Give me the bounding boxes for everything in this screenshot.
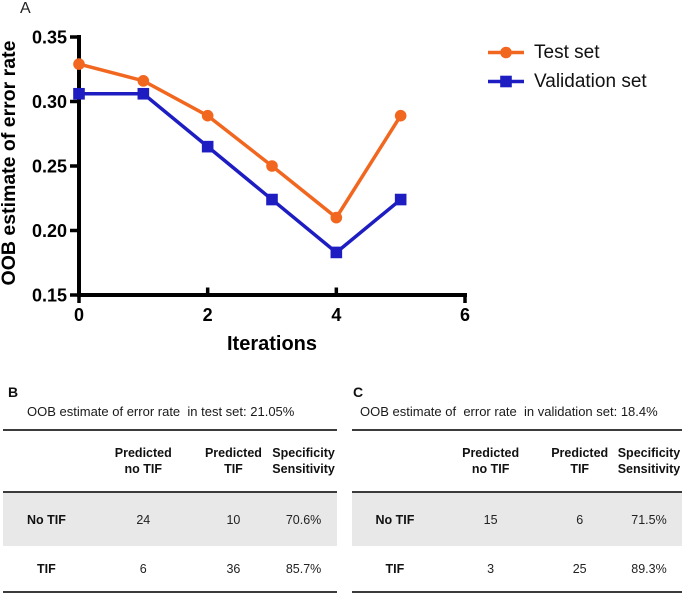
cell-value: 6 bbox=[576, 512, 584, 527]
cell-value: 10 bbox=[226, 512, 241, 527]
cell-value: 36 bbox=[226, 561, 241, 576]
panel-c-letter: C bbox=[353, 384, 364, 400]
svg-text:Iterations: Iterations bbox=[227, 333, 317, 355]
svg-text:0: 0 bbox=[74, 305, 84, 325]
panel-b-letter: B bbox=[8, 384, 19, 400]
table-header-row: Predicted no TIF Predicted TIF Specifici… bbox=[3, 431, 337, 493]
legend-label-test-set: Test set bbox=[534, 42, 600, 63]
cell-value: 25 bbox=[572, 561, 587, 576]
validation-set-square-marker-icon bbox=[488, 75, 524, 88]
svg-text:6: 6 bbox=[460, 305, 470, 325]
table-header-row: Predicted no TIF Predicted TIF Specifici… bbox=[352, 431, 682, 493]
cell-value: 3 bbox=[487, 561, 495, 576]
header-empty-cell bbox=[352, 431, 438, 491]
test-set-circle-marker-icon bbox=[488, 46, 524, 59]
panel-c-title: OOB estimate of error rate in validation… bbox=[360, 404, 658, 419]
cell-value: 70.6% bbox=[285, 512, 322, 527]
header-specificity-sensitivity: Specificity Sensitivity bbox=[270, 431, 337, 491]
cell-value: 6 bbox=[139, 561, 147, 576]
cell-value: 85.7% bbox=[285, 561, 322, 576]
test-set-confusion-table: Predicted no TIF Predicted TIF Specifici… bbox=[3, 429, 337, 593]
svg-text:OOB estimate of error rate: OOB estimate of error rate bbox=[0, 40, 20, 285]
svg-text:4: 4 bbox=[331, 305, 341, 325]
header-line: Sensitivity bbox=[272, 462, 335, 476]
svg-text:0.25: 0.25 bbox=[32, 157, 67, 177]
header-line: no TIF bbox=[471, 462, 510, 476]
table-row-no-tif: No TIF 24 10 70.6% bbox=[3, 493, 337, 546]
svg-text:0.30: 0.30 bbox=[32, 92, 67, 112]
chart-legend: Test set Validation set bbox=[487, 42, 647, 92]
legend-item-test-set: Test set bbox=[487, 42, 647, 63]
legend-item-validation-set: Validation set bbox=[487, 71, 647, 92]
cell-value: 24 bbox=[136, 512, 151, 527]
header-line: Predicted bbox=[204, 445, 262, 460]
table-row-tif: TIF 6 36 85.7% bbox=[3, 546, 337, 591]
svg-text:0.15: 0.15 bbox=[32, 286, 67, 306]
panel-a-letter: A bbox=[20, 0, 31, 17]
header-empty-cell bbox=[3, 431, 90, 491]
header-predicted-no-tif: Predicted no TIF bbox=[438, 431, 544, 491]
svg-text:0.20: 0.20 bbox=[32, 221, 67, 241]
header-line: Sensitivity bbox=[617, 462, 681, 476]
cell-value: 89.3% bbox=[631, 561, 667, 576]
cell-value: 15 bbox=[483, 512, 498, 527]
header-predicted-no-tif: Predicted no TIF bbox=[90, 431, 197, 491]
cell-value: 71.5% bbox=[631, 512, 667, 527]
header-line: Predicted bbox=[551, 445, 609, 460]
table-row-no-tif: No TIF 15 6 71.5% bbox=[352, 493, 682, 546]
header-line: Predicted bbox=[462, 445, 520, 460]
legend-label-validation-set: Validation set bbox=[534, 71, 647, 92]
panel-b-title: OOB estimate of error rate in test set: … bbox=[27, 404, 295, 419]
header-specificity-sensitivity: Specificity Sensitivity bbox=[616, 431, 682, 491]
row-label: TIF bbox=[385, 561, 405, 576]
validation-set-confusion-table: Predicted no TIF Predicted TIF Specifici… bbox=[352, 429, 682, 593]
table-row-tif: TIF 3 25 89.3% bbox=[352, 546, 682, 591]
header-line: TIF bbox=[224, 462, 243, 476]
row-label: No TIF bbox=[375, 512, 415, 527]
header-line: TIF bbox=[570, 462, 590, 476]
svg-text:2: 2 bbox=[203, 305, 213, 325]
header-line: Specificity bbox=[617, 445, 681, 460]
header-line: no TIF bbox=[124, 462, 163, 476]
header-line: Predicted bbox=[114, 445, 172, 460]
header-predicted-tif: Predicted TIF bbox=[543, 431, 616, 491]
svg-text:0.35: 0.35 bbox=[32, 28, 67, 48]
header-line: Specificity bbox=[272, 445, 335, 460]
error-rate-line-chart: 0.15 0.20 0.25 0.30 0.35 0 2 4 6 Iterations OOB es… bbox=[0, 28, 470, 356]
header-predicted-tif: Predicted TIF bbox=[197, 431, 270, 491]
row-label: TIF bbox=[37, 561, 56, 576]
row-label: No TIF bbox=[26, 512, 66, 527]
